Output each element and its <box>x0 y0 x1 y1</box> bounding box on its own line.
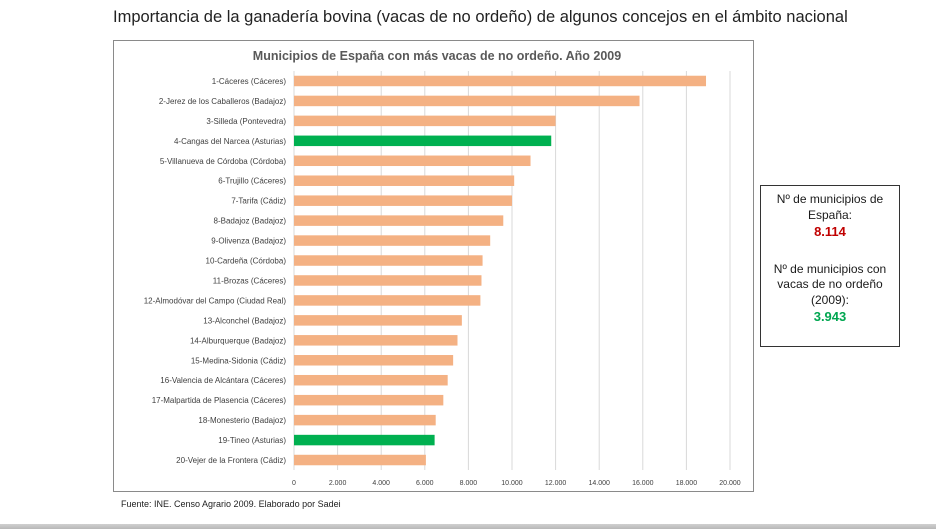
chart-title: Municipios de España con más vacas de no… <box>253 49 621 63</box>
category-label: 1-Cáceres (Cáceres) <box>212 77 287 86</box>
category-labels: 1-Cáceres (Cáceres) 2-Jerez de los Caball… <box>144 77 287 465</box>
bar <box>294 175 515 186</box>
category-label: 15-Medina-Sidonia (Cádiz) <box>191 356 286 365</box>
bar-layer <box>294 75 707 466</box>
x-tick-label: 4.000 <box>372 480 390 487</box>
bar <box>294 155 531 167</box>
bar <box>294 315 462 326</box>
category-label: 18-Monesterio (Badajoz) <box>198 416 286 425</box>
bar <box>294 335 458 346</box>
category-label: 12-Almodóvar del Campo (Ciudad Real) <box>144 296 287 305</box>
x-tick-label: 10.000 <box>501 480 523 487</box>
category-label: 20-Vejer de la Frontera (Cádiz) <box>176 456 286 465</box>
bar <box>294 235 491 246</box>
x-tick-label: 20.000 <box>719 480 741 487</box>
grid-layer <box>293 71 731 470</box>
cattle-municipalities-label: Nº de municipios con vacas de no ordeño … <box>773 261 887 307</box>
bar <box>294 255 483 266</box>
category-label: 5-Villanueva de Córdoba (Córdoba) <box>160 157 286 166</box>
category-label: 17-Malpartida de Plasencia (Cáceres) <box>152 396 287 405</box>
x-tick-label: 18.000 <box>676 480 698 487</box>
bar <box>294 75 707 87</box>
bar-highlighted <box>294 135 552 147</box>
bar <box>294 374 448 386</box>
bar <box>294 414 436 426</box>
x-tick-label: 16.000 <box>632 480 654 487</box>
info-box: Nº de municipios de España: 8.114 Nº de … <box>760 185 900 347</box>
municipalities-label: Nº de municipios de España: <box>776 192 884 222</box>
bar <box>294 394 444 406</box>
source-note: Fuente: INE. Censo Agrario 2009. Elabora… <box>121 499 341 509</box>
bar-highlighted <box>294 434 435 446</box>
category-label: 10-Cardeña (Córdoba) <box>206 257 287 266</box>
x-tick-label: 8.000 <box>460 480 478 487</box>
category-label: 8-Badajoz (Badajoz) <box>214 217 287 226</box>
category-label: 6-Trujillo (Cáceres) <box>218 177 286 186</box>
bar <box>294 195 512 206</box>
bar <box>294 275 482 286</box>
bottom-divider <box>0 524 936 529</box>
category-label: 14-Alburquerque (Badajoz) <box>190 336 286 345</box>
x-tick-label: 12.000 <box>545 480 567 487</box>
bar <box>294 295 481 306</box>
bar <box>294 215 504 226</box>
bar <box>294 454 426 466</box>
bar <box>294 355 454 366</box>
municipalities-value: 8.114 <box>814 224 846 239</box>
category-label: 16-Valencia de Alcántara (Cáceres) <box>160 376 286 385</box>
category-label: 19-Tineo (Asturias) <box>218 436 286 445</box>
bar <box>294 95 640 107</box>
category-label: 2-Jerez de los Caballeros (Badajoz) <box>159 97 287 106</box>
cattle-municipalities-value: 3.943 <box>813 309 847 324</box>
x-tick-label: 6.000 <box>416 480 434 487</box>
x-tick-labels: 0 2.000 4.000 6.000 8.000 10.000 12.000 14.000 1… <box>292 480 741 487</box>
x-tick-label: 2.000 <box>329 480 347 487</box>
category-label: 3-Silleda (Pontevedra) <box>206 117 286 126</box>
category-label: 7-Tarifa (Cádiz) <box>231 197 286 206</box>
x-tick-label: 14.000 <box>588 480 610 487</box>
bar-chart: Municipios de España con más vacas de no… <box>113 40 754 492</box>
x-tick-label: 0 <box>292 480 296 487</box>
category-label: 11-Brozas (Cáceres) <box>213 276 287 285</box>
bar <box>294 115 556 127</box>
category-label: 4-Cangas del Narcea (Asturias) <box>174 137 286 146</box>
page-title: Importancia de la ganadería bovina (vaca… <box>113 8 848 26</box>
category-label: 9-Olivenza (Badajoz) <box>211 237 286 246</box>
category-label: 13-Alconchel (Badajoz) <box>203 316 286 325</box>
bar-chart-svg: Municipios de España con más vacas de no… <box>144 49 741 487</box>
